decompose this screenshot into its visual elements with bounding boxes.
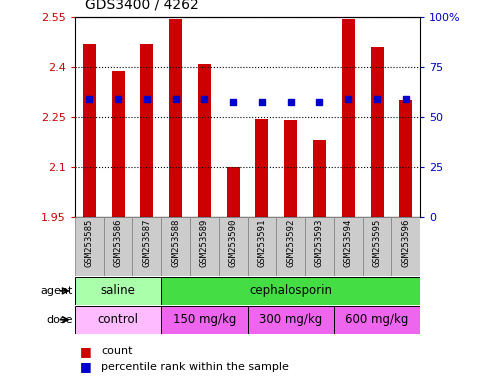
Text: GSM253591: GSM253591: [257, 219, 267, 267]
Text: GSM253592: GSM253592: [286, 219, 295, 267]
Text: saline: saline: [100, 285, 135, 297]
Text: GDS3400 / 4262: GDS3400 / 4262: [85, 0, 199, 12]
Text: GSM253590: GSM253590: [228, 219, 238, 267]
Bar: [83, 44, 96, 217]
Bar: [219, 217, 247, 276]
Text: ■: ■: [80, 345, 91, 358]
Text: 150 mg/kg: 150 mg/kg: [173, 313, 236, 326]
Text: GSM253585: GSM253585: [85, 219, 94, 267]
Bar: [284, 121, 297, 217]
Bar: [198, 64, 211, 217]
Text: percentile rank within the sample: percentile rank within the sample: [101, 362, 289, 372]
Bar: [190, 217, 219, 276]
Text: GSM253593: GSM253593: [315, 219, 324, 267]
Text: GSM253588: GSM253588: [171, 219, 180, 267]
Bar: [399, 101, 412, 217]
Bar: [256, 119, 269, 217]
Bar: [161, 277, 420, 305]
Text: control: control: [98, 313, 139, 326]
Bar: [141, 44, 153, 217]
Text: 300 mg/kg: 300 mg/kg: [259, 313, 322, 326]
Bar: [313, 141, 326, 217]
Bar: [227, 167, 240, 217]
Bar: [276, 217, 305, 276]
Bar: [169, 19, 182, 217]
Text: GSM253595: GSM253595: [372, 219, 382, 267]
Bar: [370, 47, 384, 217]
Text: 600 mg/kg: 600 mg/kg: [345, 313, 409, 326]
Text: cephalosporin: cephalosporin: [249, 285, 332, 297]
Bar: [75, 277, 161, 305]
Bar: [391, 217, 420, 276]
Bar: [305, 217, 334, 276]
Text: GSM253596: GSM253596: [401, 219, 411, 267]
Bar: [132, 217, 161, 276]
Text: GSM253594: GSM253594: [344, 219, 353, 267]
Bar: [334, 306, 420, 333]
Text: GSM253586: GSM253586: [114, 219, 123, 267]
Bar: [247, 217, 276, 276]
Text: count: count: [101, 346, 133, 356]
Bar: [75, 217, 104, 276]
Text: GSM253587: GSM253587: [142, 219, 151, 267]
Bar: [247, 306, 334, 333]
Bar: [112, 71, 125, 217]
Bar: [161, 217, 190, 276]
Text: ■: ■: [80, 360, 91, 373]
Bar: [104, 217, 132, 276]
Bar: [363, 217, 391, 276]
Text: GSM253589: GSM253589: [200, 219, 209, 267]
Bar: [161, 306, 247, 333]
Text: agent: agent: [40, 286, 72, 296]
Bar: [342, 19, 355, 217]
Text: dose: dose: [46, 314, 72, 325]
Bar: [75, 306, 161, 333]
Bar: [334, 217, 363, 276]
